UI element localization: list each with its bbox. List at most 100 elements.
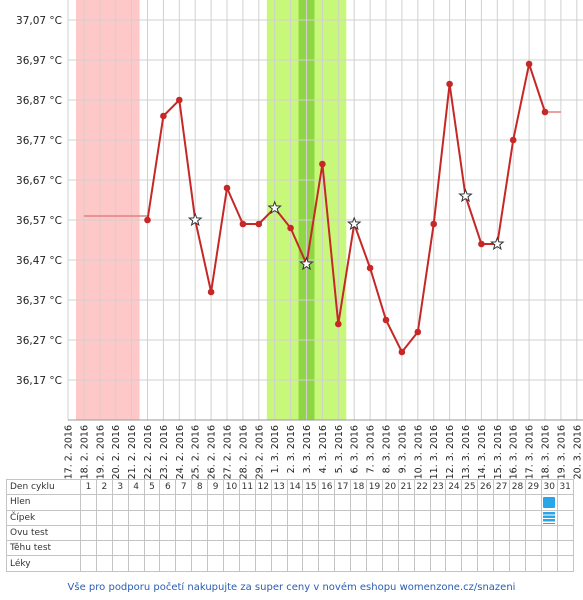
day-cell — [381, 524, 399, 542]
day-cell — [286, 524, 304, 542]
day-number-cell: 14 — [286, 478, 304, 496]
day-cell — [350, 540, 368, 557]
day-cell — [175, 555, 193, 572]
x-tick-label: 17. 2. 2016 — [64, 425, 75, 479]
day-number-cell: 31 — [556, 478, 574, 496]
day-cell — [509, 494, 526, 511]
day-cell — [143, 555, 161, 572]
day-number-cell: 6 — [159, 478, 177, 496]
day-cell — [397, 540, 415, 557]
data-point — [207, 288, 215, 296]
day-number-cell: 12 — [254, 478, 272, 496]
y-tick-label: 36,27 °C — [16, 335, 62, 347]
x-tick-label: 11. 3. 2016 — [429, 425, 440, 479]
day-cell — [270, 540, 288, 557]
data-point — [414, 328, 422, 336]
day-cell — [127, 555, 145, 572]
day-cell — [429, 494, 447, 511]
day-cell — [238, 509, 256, 526]
x-tick-label: 18. 2. 2016 — [79, 425, 90, 479]
day-number-cell: 7 — [175, 478, 193, 496]
day-cell — [556, 509, 574, 526]
day-cell — [286, 555, 304, 572]
day-cell — [445, 540, 463, 557]
x-tick-label: 1. 3. 2016 — [270, 425, 281, 473]
day-cell — [366, 555, 383, 572]
x-tick-label: 14. 3. 2016 — [477, 425, 488, 479]
day-cell — [413, 540, 431, 557]
day-cell — [318, 509, 336, 526]
row-label: Ovu test — [6, 524, 81, 542]
y-tick-label: 36,97 °C — [16, 55, 62, 67]
day-number-cell: 17 — [334, 478, 352, 496]
day-cell — [95, 524, 113, 542]
x-tick-label: 10. 3. 2016 — [413, 425, 424, 479]
hlen-marker — [543, 496, 556, 508]
day-cell — [445, 524, 463, 542]
day-cell — [413, 524, 431, 542]
day-cell — [111, 494, 129, 511]
day-cell — [127, 494, 145, 511]
day-cell — [223, 509, 240, 526]
temperature-chart: 37,07 °C 36,97 °C 36,87 °C 36,77 °C 36,67 °C… — [16, 0, 583, 479]
day-cell — [524, 540, 542, 557]
data-point — [509, 136, 517, 144]
y-tick-label: 36,17 °C — [16, 375, 62, 387]
day-cell — [350, 494, 368, 511]
day-cell — [80, 524, 97, 542]
day-cell — [350, 524, 368, 542]
x-tick-label: 19. 3. 2016 — [556, 425, 567, 479]
day-cell — [286, 494, 304, 511]
day-cell — [350, 555, 368, 572]
row-label: Léky — [6, 555, 81, 572]
day-cell — [270, 555, 288, 572]
day-cell — [366, 494, 383, 511]
day-cell — [223, 524, 240, 542]
day-cell — [318, 524, 336, 542]
data-point — [255, 220, 263, 228]
x-tick-label: 5. 3. 2016 — [334, 425, 345, 473]
day-number-cell: 20 — [381, 478, 399, 496]
day-cell — [207, 555, 225, 572]
day-cell — [207, 524, 225, 542]
day-cell — [413, 555, 431, 572]
day-cell — [540, 540, 558, 557]
table-row: Těhu test — [6, 540, 574, 557]
day-cell — [509, 540, 526, 557]
day-number-cell: 10 — [223, 478, 240, 496]
promo-footer-link[interactable]: Vše pro podporu početí nakupujte za supe… — [67, 582, 516, 593]
x-tick-label: 12. 3. 2016 — [445, 425, 456, 479]
day-cell — [127, 540, 145, 557]
day-cell — [111, 509, 129, 526]
star-marker — [299, 256, 314, 271]
day-cell — [238, 524, 256, 542]
day-cell — [318, 494, 336, 511]
day-cell — [111, 524, 129, 542]
day-cell — [397, 555, 415, 572]
row-label: Těhu test — [6, 540, 81, 557]
day-cell — [556, 494, 574, 511]
day-cell — [429, 524, 447, 542]
table-header-row: Den cyklu 1 2 3 4 5 6 7 8 9 10 11 12 13 14 15 16 17 18 19 20… — [6, 478, 574, 496]
y-tick-label: 36,37 °C — [16, 295, 62, 307]
day-number-cell: 9 — [207, 478, 225, 496]
day-number-cell: 23 — [429, 478, 447, 496]
day-cell — [477, 555, 495, 572]
x-tick-label: 7. 3. 2016 — [366, 425, 377, 473]
day-cell — [80, 540, 97, 557]
day-number-cell: 4 — [127, 478, 145, 496]
day-cell — [461, 540, 479, 557]
day-cell — [302, 524, 320, 542]
day-cell — [334, 494, 352, 511]
table-row: Léky — [6, 555, 574, 572]
day-number-cell: 11 — [238, 478, 256, 496]
day-cell — [223, 494, 240, 511]
day-cell — [254, 509, 272, 526]
day-cell — [175, 509, 193, 526]
day-cell — [270, 494, 288, 511]
day-cell — [381, 555, 399, 572]
x-tick-label: 16. 3. 2016 — [509, 425, 520, 479]
day-cell — [175, 524, 193, 542]
x-tick-label: 28. 2. 2016 — [238, 425, 249, 479]
x-tick-label: 19. 2. 2016 — [95, 425, 106, 479]
